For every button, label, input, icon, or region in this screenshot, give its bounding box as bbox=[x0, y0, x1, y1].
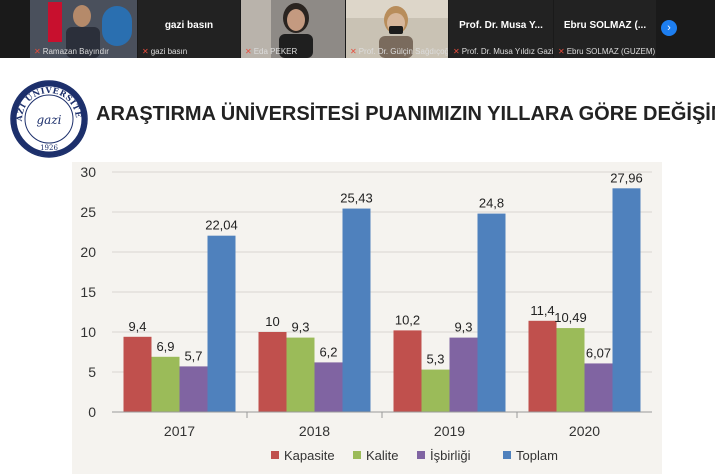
bar-kalite bbox=[151, 356, 180, 412]
participant-name: ✕ gazi basın bbox=[142, 47, 188, 56]
legend-swatch bbox=[503, 451, 511, 459]
y-tick-label: 15 bbox=[80, 284, 96, 300]
y-tick-label: 30 bbox=[80, 164, 96, 180]
data-label: 5,7 bbox=[184, 348, 202, 363]
data-label: 11,4 bbox=[530, 303, 554, 318]
data-label: 6,2 bbox=[319, 344, 337, 359]
bar-kapasite bbox=[258, 332, 287, 412]
participant-tile[interactable]: Ebru SOLMAZ (... ✕ Ebru SOLMAZ (GUZEM) bbox=[554, 0, 656, 58]
y-tick-label: 20 bbox=[80, 244, 96, 260]
mic-muted-icon: ✕ bbox=[245, 47, 252, 56]
y-tick-label: 10 bbox=[80, 324, 96, 340]
bar-kalite bbox=[421, 369, 450, 412]
logo-year: 1926 bbox=[40, 144, 58, 152]
legend-label: Kalite bbox=[366, 448, 399, 463]
participant-video bbox=[241, 0, 345, 58]
bar-toplam bbox=[207, 235, 236, 412]
y-tick-label: 0 bbox=[88, 404, 96, 420]
bar-kapasite bbox=[528, 320, 557, 412]
x-tick-label: 2019 bbox=[434, 423, 465, 439]
participant-tile[interactable]: ✕Prof. Dr. Gülçin Sağdıçoğlu C... bbox=[346, 0, 448, 58]
mic-muted-icon: ✕ bbox=[453, 47, 460, 56]
participant-tile[interactable]: gazi basın ✕ gazi basın bbox=[138, 0, 240, 58]
bar-toplam bbox=[342, 208, 371, 412]
data-label: 9,3 bbox=[291, 320, 309, 335]
bar-toplam bbox=[477, 213, 506, 412]
data-label: 6,9 bbox=[156, 339, 174, 354]
participant-tile[interactable]: ✕ Ramazan Bayındır bbox=[30, 0, 137, 58]
data-label: 10,49 bbox=[554, 310, 587, 325]
mic-muted-icon: ✕ bbox=[142, 47, 149, 56]
bar-i̇şbirliği bbox=[449, 337, 478, 412]
legend-swatch bbox=[417, 451, 425, 459]
participant-name: ✕ Ebru SOLMAZ (GUZEM) bbox=[558, 47, 656, 56]
mic-muted-icon: ✕ bbox=[558, 47, 565, 56]
participant-center-name: Prof. Dr. Musa Y... bbox=[459, 20, 543, 31]
bar-kalite bbox=[556, 328, 585, 412]
participant-name: ✕ Ramazan Bayındır bbox=[34, 47, 109, 56]
legend-swatch bbox=[271, 451, 279, 459]
data-label: 5,3 bbox=[426, 352, 444, 367]
participant-tile[interactable]: Prof. Dr. Musa Y... ✕ Prof. Dr. Musa Yıld… bbox=[449, 0, 553, 58]
legend-label: Toplam bbox=[516, 448, 558, 463]
bar-kapasite bbox=[123, 336, 152, 412]
bar-i̇şbirliği bbox=[179, 366, 208, 412]
bar-i̇şbirliği bbox=[584, 363, 613, 412]
participant-center-name: Ebru SOLMAZ (... bbox=[563, 20, 647, 31]
x-tick-label: 2020 bbox=[569, 423, 600, 439]
logo-script: gazi bbox=[37, 113, 62, 127]
data-label: 22,04 bbox=[205, 218, 238, 233]
data-label: 25,43 bbox=[340, 191, 373, 206]
university-logo: GAZİ ÜNİVERSİTESİ gazi 1926 bbox=[10, 80, 88, 158]
participant-center-name: gazi basın bbox=[164, 20, 214, 31]
legend-label: İşbirliği bbox=[430, 448, 471, 463]
bar-toplam bbox=[612, 188, 641, 412]
participant-tile[interactable]: ✕ Eda PEKER bbox=[241, 0, 345, 58]
participant-name: ✕Prof. Dr. Gülçin Sağdıçoğlu C... bbox=[350, 47, 448, 56]
data-label: 10,2 bbox=[395, 312, 420, 327]
bar-i̇şbirliği bbox=[314, 362, 343, 412]
legend-label: Kapasite bbox=[284, 448, 335, 463]
legend-swatch bbox=[353, 451, 361, 459]
participant-name: ✕ Eda PEKER bbox=[245, 47, 298, 56]
bar-chart: 0 5 10 15 20 25 30 9,4 6,9 5,7 22,04 2017 10 9,3 6,2 25… bbox=[72, 162, 662, 474]
data-label: 9,4 bbox=[128, 319, 146, 334]
data-label: 9,3 bbox=[454, 320, 472, 335]
mic-muted-icon: ✕ bbox=[34, 47, 41, 56]
mic-muted-icon: ✕ bbox=[350, 47, 357, 56]
presentation-slide: GAZİ ÜNİVERSİTESİ gazi 1926 ARAŞTIRMA ÜN… bbox=[0, 58, 715, 474]
participant-name: ✕Prof. Dr. Musa Yıldız Gazi Üni... bbox=[453, 47, 553, 56]
data-label: 24,8 bbox=[479, 196, 504, 211]
bar-kapasite bbox=[393, 330, 422, 412]
y-tick-label: 5 bbox=[88, 364, 96, 380]
chevron-right-icon[interactable]: › bbox=[661, 20, 677, 36]
data-label: 27,96 bbox=[610, 170, 643, 185]
slide-title: ARAŞTIRMA ÜNİVERSİTESİ PUANIMIZIN YILLAR… bbox=[96, 103, 715, 125]
x-tick-label: 2018 bbox=[299, 423, 330, 439]
y-tick-label: 25 bbox=[80, 204, 96, 220]
participant-video bbox=[30, 0, 137, 58]
x-tick-label: 2017 bbox=[164, 423, 195, 439]
participant-strip: ✕ Ramazan Bayındır gazi basın ✕ gazi basın… bbox=[0, 0, 715, 58]
data-label: 6,07 bbox=[586, 345, 611, 360]
participant-video bbox=[346, 0, 448, 58]
bar-kalite bbox=[286, 337, 315, 412]
data-label: 10 bbox=[265, 314, 279, 329]
